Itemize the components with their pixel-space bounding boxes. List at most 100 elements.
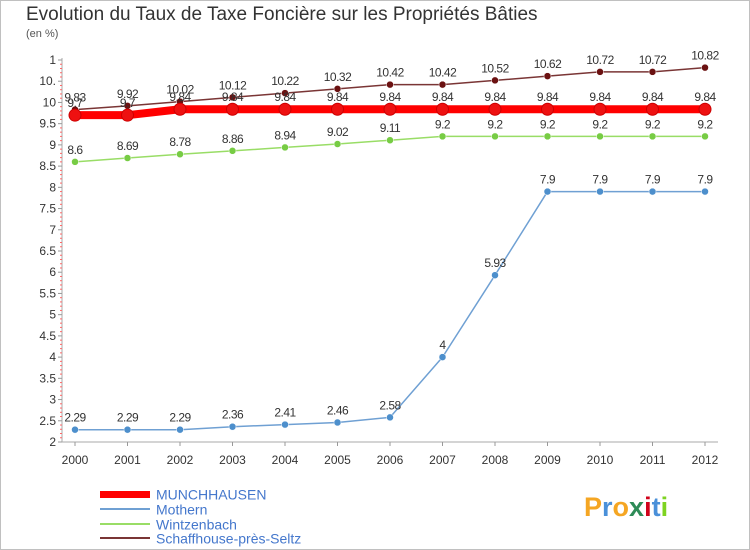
y-tick-label: 8 [49, 180, 56, 194]
data-label: 9.2 [645, 117, 661, 131]
y-tick-label: 5.5 [39, 286, 56, 300]
data-point [701, 63, 709, 72]
data-point [71, 425, 79, 434]
data-point [383, 102, 397, 116]
y-tick-label: 4 [49, 350, 56, 364]
x-tick-label: 2003 [219, 453, 246, 467]
y-tick-label: 7 [49, 223, 56, 237]
x-tick-label: 2002 [167, 453, 194, 467]
y-tick-label: 4.5 [39, 329, 56, 343]
data-label: 7.9 [592, 173, 608, 187]
data-label: 4 [439, 338, 446, 352]
data-label: 9.2 [487, 117, 503, 131]
data-label: 8.6 [67, 143, 83, 157]
logo-letter: i [644, 492, 652, 522]
data-point [281, 89, 289, 97]
data-point [226, 102, 239, 116]
x-tick-label: 2010 [587, 453, 614, 467]
data-label: 9.02 [327, 125, 349, 139]
y-tick-label: 7.5 [39, 202, 56, 216]
legend-swatch [100, 490, 150, 498]
logo-letter: t [651, 492, 661, 522]
x-tick-label: 2001 [114, 453, 141, 467]
y-tick-label: 3 [49, 393, 56, 407]
series-line-mothern [75, 190, 705, 431]
data-point [543, 72, 552, 80]
legend-item-munchhausen: MUNCHHAUSEN [100, 485, 266, 502]
data-label: 8.69 [117, 139, 139, 153]
data-point [698, 102, 712, 116]
data-point [228, 93, 237, 102]
data-point [176, 425, 184, 434]
data-label: 9.84 [589, 90, 611, 104]
data-point [701, 187, 709, 196]
y-tick-label: 6.5 [39, 244, 56, 258]
data-label: 10.02 [166, 83, 194, 97]
y-tick-label: 5 [49, 308, 56, 322]
legend-swatch [100, 523, 150, 526]
data-label: 7.9 [645, 173, 661, 187]
data-label: 9.2 [540, 117, 556, 131]
data-point [333, 85, 342, 93]
data-point [543, 132, 552, 141]
data-point [68, 108, 82, 122]
data-point [648, 132, 657, 141]
legend-label: Schaffhouse-près-Seltz [156, 530, 302, 547]
data-label: 9.84 [694, 90, 716, 104]
data-label: 7.9 [697, 173, 713, 187]
data-label: 10.42 [376, 66, 404, 80]
data-point [121, 108, 134, 122]
data-label: 5.93 [484, 256, 506, 270]
legend-label: MUNCHHAUSEN [156, 486, 267, 503]
legend-swatch [100, 537, 150, 540]
data-label: 2.29 [117, 411, 139, 425]
legend-label: Mothern [156, 501, 208, 518]
data-point [228, 147, 237, 155]
data-point [333, 418, 342, 427]
x-tick-label: 2000 [62, 453, 89, 467]
data-point [123, 154, 132, 162]
x-tick-label: 2011 [640, 453, 666, 467]
data-label: 10.52 [481, 61, 509, 75]
data-point [491, 76, 499, 85]
data-label: 9.84 [432, 90, 454, 104]
x-tick-label: 2004 [272, 453, 299, 467]
data-label: 2.36 [222, 408, 244, 422]
data-point [596, 187, 604, 196]
y-tick-label: 2.5 [39, 414, 56, 428]
data-label: 2.46 [327, 403, 349, 417]
legend-item-schaffhouse: Schaffhouse-près-Seltz [100, 529, 301, 546]
y-tick-label: 8.5 [39, 159, 56, 173]
x-tick-label: 2009 [534, 453, 561, 467]
data-label: 9.84 [537, 90, 559, 104]
x-tick-label: 2007 [429, 453, 456, 467]
data-label: 10.32 [324, 70, 352, 84]
x-tick-label: 2012 [692, 453, 719, 467]
data-point [701, 132, 709, 141]
data-label: 9.2 [435, 117, 451, 131]
y-tick-label: 1 [49, 53, 56, 67]
data-point [543, 187, 552, 196]
y-tick-label: 2 [49, 435, 56, 449]
data-label: 9.92 [117, 87, 139, 101]
x-tick-label: 2008 [482, 453, 509, 467]
data-label: 10.72 [639, 53, 667, 67]
y-tick-label: 9 [49, 138, 56, 152]
data-label: 9.84 [169, 90, 191, 104]
legend-swatch [100, 508, 150, 511]
data-label: 2.29 [64, 411, 86, 425]
data-label: 2.29 [169, 411, 191, 425]
data-point [436, 102, 449, 116]
data-point [593, 102, 607, 116]
data-point [123, 425, 132, 434]
y-tick-label: 3.5 [39, 371, 56, 385]
proxiti-logo: Proxiti [584, 492, 668, 523]
data-label: 7.9 [540, 173, 556, 187]
y-tick-label: 9.5 [39, 117, 56, 131]
legend-label: Wintzenbach [156, 516, 237, 533]
data-point [333, 140, 342, 148]
data-point [438, 132, 447, 141]
x-tick-label: 2005 [324, 453, 351, 467]
